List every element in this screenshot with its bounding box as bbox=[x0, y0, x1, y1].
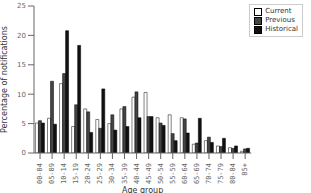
svg-text:30-34: 30-34 bbox=[108, 163, 116, 184]
svg-text:70-74: 70-74 bbox=[205, 163, 213, 184]
svg-text:25-29: 25-29 bbox=[96, 163, 104, 184]
svg-text:00-04: 00-04 bbox=[36, 163, 44, 184]
svg-text:10: 10 bbox=[17, 91, 26, 99]
svg-text:Age group: Age group bbox=[122, 186, 163, 193]
svg-text:60-64: 60-64 bbox=[181, 163, 189, 184]
svg-text:0: 0 bbox=[22, 149, 26, 157]
svg-text:35-39: 35-39 bbox=[121, 163, 129, 184]
svg-text:5: 5 bbox=[22, 120, 26, 128]
svg-text:05-09: 05-09 bbox=[48, 163, 56, 184]
html-text:Previous: Previous bbox=[265, 16, 295, 24]
html-text:Historical: Historical bbox=[265, 25, 298, 33]
svg-text:20: 20 bbox=[17, 32, 26, 40]
svg-text:15-19: 15-19 bbox=[72, 163, 80, 184]
svg-text:85+: 85+ bbox=[241, 163, 249, 176]
svg-text:15: 15 bbox=[17, 61, 26, 69]
html-text:Current: Current bbox=[265, 7, 292, 15]
svg-text:80-84: 80-84 bbox=[229, 163, 237, 184]
svg-text:65-69: 65-69 bbox=[193, 163, 201, 184]
svg-text:40-44: 40-44 bbox=[133, 163, 141, 184]
svg-text:50-54: 50-54 bbox=[157, 163, 165, 184]
svg-text:25: 25 bbox=[17, 2, 26, 10]
svg-text:45-49: 45-49 bbox=[145, 163, 153, 184]
svg-text:Percentage of notifications: Percentage of notifications bbox=[8, 26, 9, 133]
svg-text:10-14: 10-14 bbox=[60, 163, 68, 184]
svg-text:20-24: 20-24 bbox=[84, 163, 92, 184]
svg-text:75-79: 75-79 bbox=[217, 163, 225, 184]
svg-text:55-59: 55-59 bbox=[169, 163, 177, 184]
